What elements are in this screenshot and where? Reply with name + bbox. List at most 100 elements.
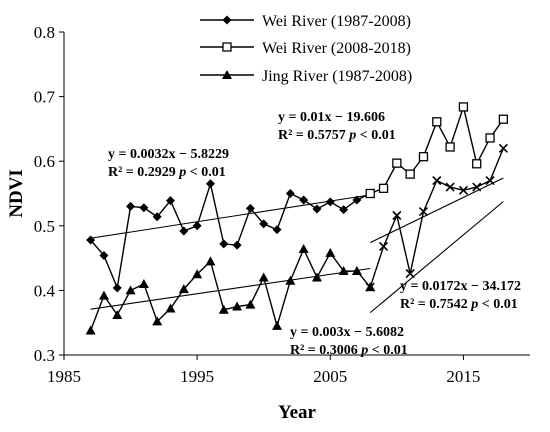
data-point-cross <box>392 210 402 221</box>
x-tick-label: 2005 <box>313 367 347 386</box>
data-point-triangle <box>232 301 243 311</box>
data-point-triangle <box>165 303 176 313</box>
series-line <box>89 247 371 331</box>
x-tick-label: 1995 <box>180 367 214 386</box>
data-point-triangle <box>178 284 189 294</box>
series-2 <box>365 102 509 199</box>
legend-entry: Jing River (1987-2008) <box>200 68 412 85</box>
regression-annotation: y = 0.003x − 5.6082 R² = 0.3006 p < 0.01 <box>290 325 408 358</box>
cross-stroke <box>432 176 442 186</box>
legend-label: Wei River (2008-2018) <box>262 40 411 57</box>
data-point-diamond <box>152 212 162 222</box>
data-point-triangle <box>125 285 136 295</box>
x-axis-title: Year <box>278 402 317 423</box>
regression-stats: R² = 0.5757 p < 0.01 <box>278 128 396 143</box>
data-point-triangle <box>218 304 229 314</box>
cross-stroke <box>378 241 389 252</box>
data-point-cross <box>418 207 429 217</box>
regression-stats: R² = 0.7542 p < 0.01 <box>400 297 518 312</box>
data-point-diamond <box>285 189 295 198</box>
data-point-diamond <box>112 283 122 293</box>
data-point-diamond <box>325 197 335 207</box>
cross-stroke <box>365 282 375 292</box>
y-axis-title: NDVI <box>6 169 27 218</box>
data-point-triangle <box>98 290 109 300</box>
x-tick-label: 1985 <box>47 367 81 386</box>
data-point-square <box>498 114 509 124</box>
trendline <box>369 177 504 244</box>
series-4 <box>365 143 508 292</box>
data-point-square <box>472 159 482 169</box>
data-point-triangle <box>325 247 336 257</box>
data-point-square <box>418 152 429 162</box>
data-point-diamond <box>99 251 109 261</box>
cross-stroke <box>458 185 468 195</box>
data-point-square <box>378 183 389 193</box>
regression-stats: R² = 0.3006 p < 0.01 <box>290 343 408 358</box>
data-point-diamond <box>352 195 362 205</box>
regression-annotation: y = 0.0032x − 5.8229 R² = 0.2929 p < 0.01 <box>108 147 229 180</box>
y-tick-label: 0.5 <box>34 217 55 236</box>
cross-stroke <box>472 182 482 192</box>
data-point-diamond <box>299 195 309 205</box>
x-tick-label: 2015 <box>446 367 480 386</box>
data-point-triangle <box>351 266 362 276</box>
data-point-square <box>405 169 415 179</box>
data-point-cross <box>365 282 375 292</box>
data-point-triangle <box>272 320 283 330</box>
data-point-triangle <box>138 278 149 288</box>
regression-annotation: y = 0.0172x − 34.172 R² = 0.7542 p < 0.01 <box>400 279 521 312</box>
data-point-cross <box>405 269 415 279</box>
data-point-triangle <box>245 299 256 309</box>
data-point-square <box>458 102 469 112</box>
data-point-diamond <box>205 179 215 189</box>
trendline <box>90 194 371 239</box>
data-point-triangle <box>85 325 96 335</box>
data-point-diamond <box>179 226 189 236</box>
cross-stroke <box>485 176 495 186</box>
legend-entry: Wei River (1987-2008) <box>200 13 411 30</box>
data-point-cross <box>472 182 482 192</box>
data-point-triangle <box>152 316 163 326</box>
data-point-diamond <box>339 205 349 215</box>
data-point-triangle <box>338 266 349 276</box>
regression-annotations: y = 0.0032x − 5.8229 R² = 0.2929 p < 0.01… <box>108 110 521 358</box>
axes <box>63 32 530 356</box>
tick-layer: 0.3 0.4 0.5 0.6 0.7 0.8 1985 1995 2005 2015 <box>34 23 481 386</box>
trendline-layer <box>90 177 504 314</box>
y-tick-label: 0.3 <box>34 346 55 365</box>
data-point-diamond <box>166 196 176 206</box>
y-tick-label: 0.7 <box>34 88 56 107</box>
data-point-diamond <box>272 225 282 235</box>
data-point-diamond <box>245 203 255 213</box>
data-point-diamond <box>86 235 96 245</box>
data-point-square <box>392 158 402 168</box>
data-point-diamond <box>139 203 149 213</box>
cross-stroke <box>405 269 415 279</box>
legend: Wei River (1987-2008) Wei River (2008-201… <box>200 13 412 85</box>
legend-label: Wei River (1987-2008) <box>262 13 411 30</box>
data-point-triangle <box>258 272 269 282</box>
data-point-cross <box>378 241 389 252</box>
regression-equation: y = 0.0172x − 34.172 <box>400 279 521 294</box>
y-tick-label: 0.4 <box>34 281 56 300</box>
data-point-triangle <box>285 275 296 285</box>
regression-equation: y = 0.003x − 5.6082 <box>290 325 404 340</box>
series-layer <box>85 102 509 335</box>
data-point-diamond <box>232 240 242 250</box>
cross-stroke <box>392 210 402 221</box>
data-point-diamond <box>219 239 229 249</box>
regression-equation: y = 0.01x − 19.606 <box>278 110 385 125</box>
data-point-triangle <box>192 269 203 279</box>
data-point-cross <box>432 176 442 186</box>
regression-stats: R² = 0.2929 p < 0.01 <box>108 165 226 180</box>
legend-entry: Wei River (2008-2018) <box>200 40 411 57</box>
data-point-triangle <box>298 244 309 254</box>
trendline <box>90 267 371 310</box>
series-1 <box>86 179 375 293</box>
series-line <box>90 181 371 291</box>
data-point-square <box>485 133 495 143</box>
data-point-diamond <box>312 204 322 214</box>
trendline <box>369 201 504 314</box>
